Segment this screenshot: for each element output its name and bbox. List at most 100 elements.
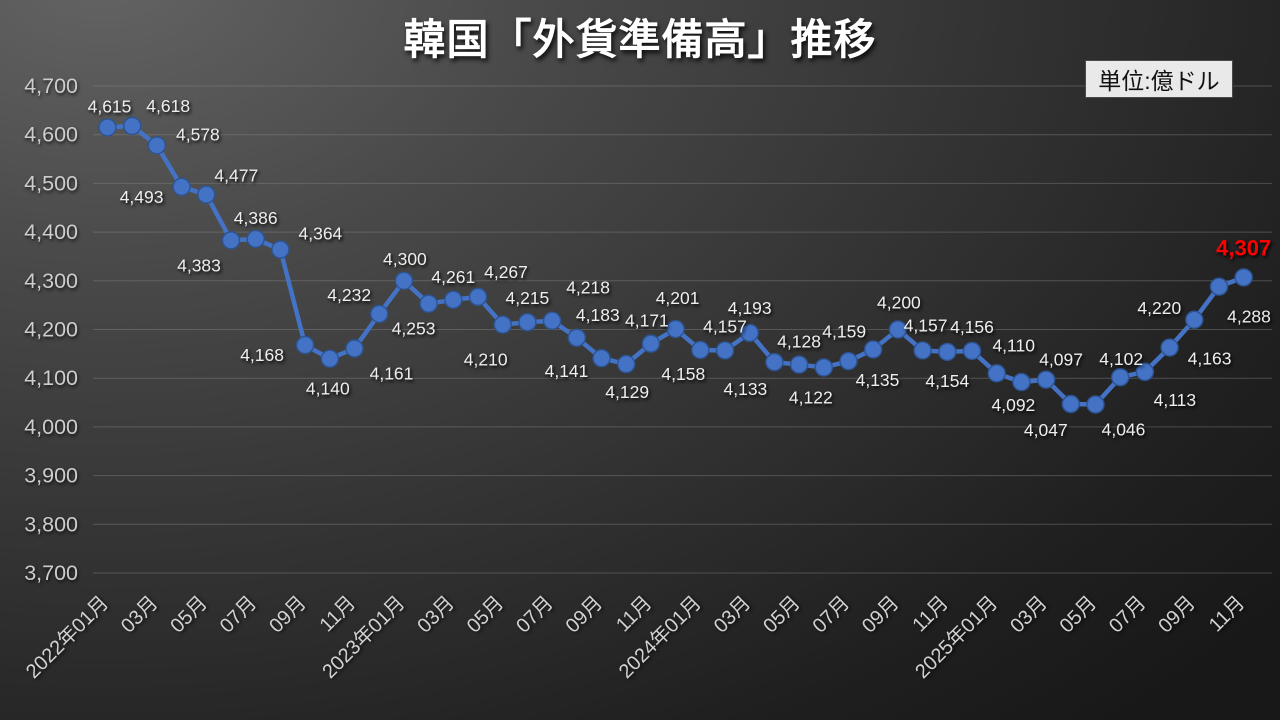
data-point-marker bbox=[1160, 338, 1179, 357]
data-point-marker bbox=[419, 294, 438, 313]
data-point-label: 4,141 bbox=[545, 361, 589, 381]
data-point-marker bbox=[320, 349, 339, 368]
final-value-label: 4,307 bbox=[1216, 235, 1271, 260]
data-point-label: 4,140 bbox=[306, 379, 350, 399]
data-point-marker bbox=[1234, 268, 1253, 287]
y-axis-tick-label: 4,100 bbox=[24, 366, 78, 390]
unit-label-box: 単位:億ドル bbox=[1085, 60, 1233, 98]
data-point-label: 4,158 bbox=[661, 364, 705, 384]
data-point-label: 4,193 bbox=[728, 298, 772, 318]
data-point-label: 4,618 bbox=[146, 96, 190, 116]
x-axis-tick-label: 09月 bbox=[1154, 592, 1199, 637]
y-axis-tick-label: 3,900 bbox=[24, 464, 78, 488]
y-axis-tick-label: 3,800 bbox=[24, 512, 78, 536]
data-point-marker bbox=[246, 229, 265, 249]
data-point-marker bbox=[147, 136, 167, 155]
data-point-label: 4,477 bbox=[214, 166, 258, 186]
x-axis-tick-label: 07月 bbox=[512, 592, 557, 637]
data-point-marker bbox=[888, 320, 908, 339]
data-point-label: 4,046 bbox=[1102, 419, 1146, 439]
y-axis-tick-label: 3,700 bbox=[24, 561, 78, 585]
x-axis-tick-label: 05月 bbox=[166, 592, 211, 637]
data-point-label: 4,364 bbox=[299, 224, 343, 244]
data-point-label: 4,171 bbox=[625, 311, 669, 331]
data-point-marker bbox=[122, 116, 142, 136]
data-point-label: 4,129 bbox=[605, 382, 649, 402]
data-point-label: 4,159 bbox=[822, 321, 866, 341]
y-axis-tick-label: 4,300 bbox=[24, 269, 78, 293]
data-point-label: 4,122 bbox=[789, 387, 833, 407]
data-point-label: 4,210 bbox=[464, 350, 508, 370]
data-point-label: 4,092 bbox=[992, 395, 1036, 415]
data-point-marker bbox=[518, 312, 537, 332]
data-point-marker bbox=[913, 341, 932, 360]
x-axis-tick-label: 03月 bbox=[117, 592, 162, 637]
data-point-label: 4,154 bbox=[925, 371, 969, 391]
x-axis-tick-label: 11月 bbox=[1205, 592, 1249, 636]
x-axis-tick-label: 07月 bbox=[809, 592, 854, 637]
y-axis-tick-label: 4,600 bbox=[24, 123, 78, 147]
x-axis-tick-label: 09月 bbox=[858, 592, 903, 637]
data-point-marker bbox=[370, 304, 389, 324]
x-axis-tick-label: 11月 bbox=[612, 592, 656, 636]
data-point-label: 4,215 bbox=[506, 288, 550, 308]
data-point-label: 4,157 bbox=[904, 315, 948, 335]
data-point-marker bbox=[864, 340, 883, 359]
x-axis-tick-label: 09月 bbox=[265, 592, 310, 637]
data-point-marker bbox=[567, 328, 586, 347]
data-point-marker bbox=[1036, 370, 1056, 389]
data-point-label: 4,156 bbox=[950, 317, 994, 337]
data-point-marker bbox=[789, 355, 809, 374]
data-point-label: 4,163 bbox=[1188, 349, 1232, 369]
data-point-label: 4,386 bbox=[234, 208, 278, 228]
data-point-marker bbox=[641, 334, 661, 353]
data-point-marker bbox=[839, 351, 858, 371]
data-point-label: 4,183 bbox=[576, 305, 620, 325]
x-axis-tick-label: 05月 bbox=[463, 592, 508, 637]
y-axis-tick-label: 4,200 bbox=[24, 318, 78, 342]
data-point-label: 4,578 bbox=[176, 124, 220, 144]
data-point-marker bbox=[1086, 395, 1105, 414]
data-point-marker bbox=[814, 358, 833, 377]
data-point-marker bbox=[740, 323, 759, 343]
data-point-label: 4,218 bbox=[566, 278, 610, 298]
data-point-marker bbox=[172, 177, 191, 197]
data-point-label: 4,200 bbox=[877, 293, 921, 313]
data-point-marker bbox=[295, 335, 315, 355]
data-point-marker bbox=[271, 240, 290, 259]
data-point-marker bbox=[617, 354, 636, 374]
x-axis-tick-label: 07月 bbox=[1105, 592, 1150, 637]
data-point-marker bbox=[1110, 368, 1130, 387]
data-point-label: 4,168 bbox=[240, 345, 284, 365]
data-point-marker bbox=[1012, 372, 1031, 392]
data-point-marker bbox=[962, 341, 982, 361]
data-point-label: 4,135 bbox=[856, 370, 900, 390]
x-axis-tick-label: 03月 bbox=[413, 592, 458, 637]
data-point-marker bbox=[221, 231, 241, 250]
y-axis-tick-label: 4,500 bbox=[24, 171, 78, 195]
chart-title: 韓国「外貨準備高」推移 bbox=[403, 16, 877, 63]
data-point-marker bbox=[666, 319, 685, 339]
data-point-label: 4,113 bbox=[1154, 390, 1197, 410]
x-axis-tick-label: 09月 bbox=[562, 592, 607, 637]
y-axis-tick-label: 4,400 bbox=[24, 220, 78, 244]
data-point-label: 4,128 bbox=[777, 332, 821, 352]
data-point-marker bbox=[493, 315, 512, 334]
data-point-label: 4,161 bbox=[370, 363, 414, 383]
data-point-label: 4,615 bbox=[88, 96, 132, 116]
data-point-marker bbox=[468, 287, 488, 307]
data-point-marker bbox=[394, 271, 414, 290]
x-axis-tick-label: 05月 bbox=[1056, 592, 1101, 637]
data-point-marker bbox=[345, 339, 364, 358]
x-axis-tick-label: 11月 bbox=[908, 592, 952, 636]
data-point-marker bbox=[938, 342, 957, 362]
data-point-marker bbox=[444, 290, 463, 309]
data-point-marker bbox=[1061, 394, 1081, 414]
x-axis-tick-label: 11月 bbox=[316, 592, 360, 636]
data-point-marker bbox=[197, 185, 216, 204]
x-axis-tick-label: 07月 bbox=[216, 592, 261, 637]
y-axis-tick-label: 4,700 bbox=[24, 74, 78, 98]
y-axis-tick-label: 4,000 bbox=[24, 415, 78, 439]
data-point-label: 4,253 bbox=[392, 319, 436, 339]
